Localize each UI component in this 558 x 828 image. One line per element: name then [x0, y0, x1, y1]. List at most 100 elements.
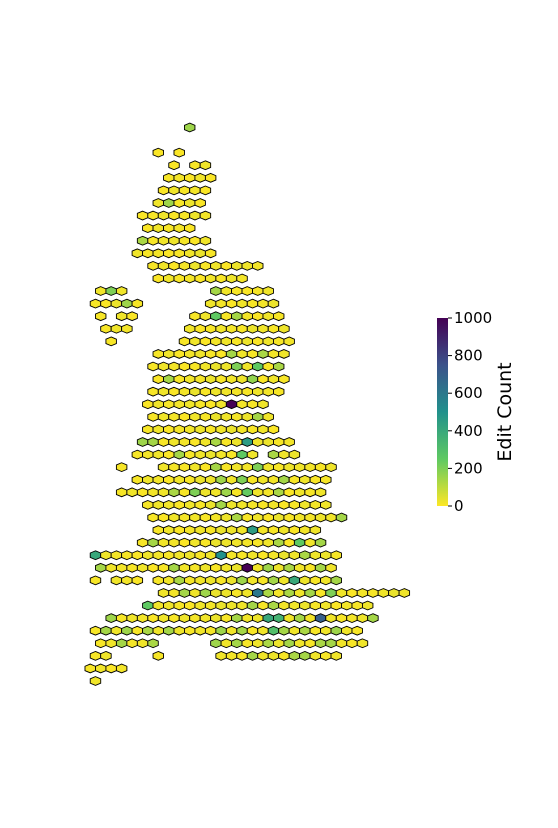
- hexbin-cell: [231, 286, 243, 296]
- hexbin-cell: [236, 399, 248, 410]
- hexbin-cell: [157, 512, 170, 523]
- hexbin-cell: [220, 588, 233, 598]
- hexbin-cell: [157, 613, 170, 624]
- hexbin-cell: [225, 575, 238, 586]
- hexbin-cell: [231, 562, 243, 573]
- hexbin-cell: [330, 650, 342, 661]
- hexbin-cell: [204, 550, 217, 561]
- hexbin-cell: [178, 235, 191, 246]
- hexbin-cell: [231, 311, 243, 322]
- hexbin-cell: [194, 172, 206, 183]
- hexbin-cell: [163, 198, 175, 208]
- hexbin-cell: [199, 437, 212, 447]
- hexbin-cell: [341, 600, 353, 611]
- hexbin-cell: [241, 311, 253, 322]
- hexbin-cell: [236, 575, 248, 586]
- hexbin-cell: [215, 349, 227, 359]
- hexbin-cell: [178, 613, 191, 624]
- hexbin-cell: [163, 550, 175, 561]
- hexbin-cell: [220, 311, 233, 322]
- hexbin-cell: [204, 625, 217, 636]
- hexbin-cell: [241, 512, 253, 523]
- hexbin-cell: [273, 588, 285, 598]
- hexbin-cell: [147, 386, 159, 397]
- hexbin-cell: [320, 575, 332, 586]
- hexbin-cell: [173, 625, 185, 636]
- hexbin-cell: [398, 588, 411, 598]
- hexbin-cell: [163, 600, 175, 611]
- hexbin-cell: [168, 487, 180, 498]
- hexbin-cell: [304, 462, 316, 473]
- hexbin-cell: [252, 512, 264, 523]
- hexbin-cell: [262, 562, 274, 573]
- hexbin-cell: [142, 449, 154, 460]
- hexbin-cell: [283, 437, 295, 447]
- hexbin-cell: [115, 462, 128, 473]
- hexbin-cell: [262, 336, 274, 347]
- hexbin-cell: [204, 500, 217, 510]
- hexbin-cell: [210, 537, 222, 548]
- hexbin-cell: [231, 638, 243, 649]
- hexbin-cell: [215, 273, 227, 284]
- hexbin-cell: [262, 512, 274, 523]
- hexbin-cell: [325, 588, 337, 598]
- hexbin-cell: [157, 386, 170, 397]
- hexbin-cell: [252, 437, 264, 447]
- hexbin-cell: [189, 336, 201, 347]
- hexbin-cell: [168, 235, 180, 246]
- hexbin-cell: [299, 550, 311, 561]
- hexbin-cell: [210, 311, 222, 322]
- hexbin-cell: [183, 525, 196, 535]
- hexbin-cell: [173, 374, 185, 384]
- hexbin-cell: [309, 550, 322, 561]
- hexbin-cell: [225, 399, 238, 410]
- hexbin-cell: [178, 512, 191, 523]
- hexbin-cell: [204, 273, 217, 284]
- hexbin-cell: [273, 462, 285, 473]
- hexbin-cell: [183, 122, 196, 133]
- hexbin-cell: [131, 550, 144, 561]
- hexbin-cell: [231, 613, 243, 624]
- hexbin-cell: [215, 424, 227, 435]
- hexbin-cell: [273, 613, 285, 624]
- hexbin-cell: [231, 411, 243, 422]
- hexbin-cell: [220, 286, 233, 296]
- hexbin-cell: [304, 537, 316, 548]
- hexbin-cell: [173, 449, 185, 460]
- hexbin-cell: [194, 474, 206, 485]
- hexbin-cell: [335, 638, 348, 649]
- hexbin-cell: [257, 349, 269, 359]
- hexbin-cell: [178, 260, 191, 271]
- hexbin-cell: [168, 613, 180, 624]
- hexbin-cell: [314, 487, 327, 498]
- hexbin-cell: [194, 248, 206, 259]
- hexbin-cell: [236, 625, 248, 636]
- hexbin-cell: [257, 374, 269, 384]
- hexbin-cell: [147, 613, 159, 624]
- hexbin-cell: [183, 474, 196, 485]
- hexbin-cell: [178, 562, 191, 573]
- hexbin-cell: [231, 361, 243, 372]
- hexbin-cell: [231, 437, 243, 447]
- hexbin-cell: [278, 650, 290, 661]
- hexbin-cell: [283, 512, 295, 523]
- hexbin-cell: [262, 311, 274, 322]
- hexbin-cell: [225, 600, 238, 611]
- hexbin-cell: [225, 323, 238, 334]
- hexbin-cell: [194, 575, 206, 586]
- hexbin-cell: [314, 638, 327, 649]
- hexbin-cell: [152, 500, 164, 510]
- hexbin-cell: [189, 210, 201, 221]
- hexbin-cell: [89, 575, 102, 586]
- hexbin-cell: [189, 537, 201, 548]
- hexbin-cell: [142, 474, 154, 485]
- hexbin-cell: [178, 462, 191, 473]
- hexbin-cell: [163, 172, 175, 183]
- hexbin-cell: [189, 588, 201, 598]
- hexbin-cell: [157, 562, 170, 573]
- hexbin-cell: [204, 374, 217, 384]
- hexbin-cell: [173, 147, 185, 158]
- hexbin-cell: [173, 172, 185, 183]
- hexbin-cell: [299, 575, 311, 586]
- hexbin-cell: [126, 311, 138, 322]
